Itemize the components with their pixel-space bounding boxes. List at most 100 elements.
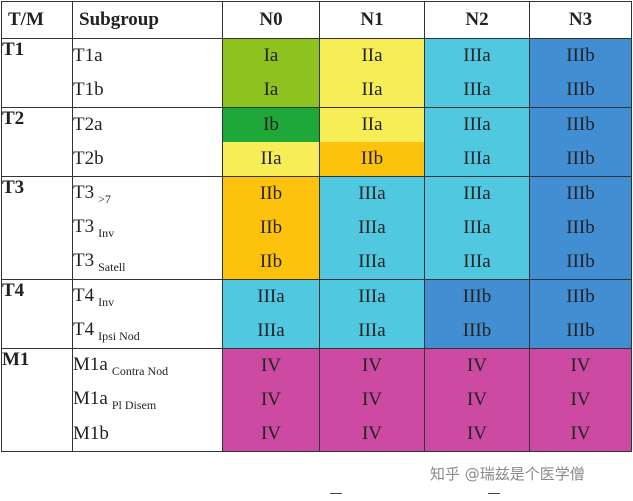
subgroup-main: M1a	[73, 387, 108, 409]
stage-cell: IIb	[222, 176, 320, 211]
group-label: T2	[1, 107, 73, 177]
table-row: T1 T1a Ia IIa IIIa IIIb	[1, 38, 632, 108]
stage-cell: IIIa	[424, 176, 530, 211]
stage-cell: IV	[424, 348, 530, 383]
stage-cell: IIIa	[424, 211, 530, 245]
subgroup-cell: T3 >7	[72, 176, 223, 211]
stage-cell: IV	[529, 348, 632, 383]
stage-cell: IIIa	[319, 314, 425, 349]
stage-cell: IIIa	[424, 73, 530, 108]
subgroup-cell: T2b	[72, 142, 223, 177]
table-body: T1 T1a Ia IIa IIIa IIIb T1b Ia IIa IIIa IIIb T2 T2a I…	[1, 38, 632, 452]
subgroup-cell: T4 Inv	[72, 279, 223, 314]
subgroup-main: M1b	[73, 423, 109, 444]
subgroup-cell: T1a	[72, 38, 223, 73]
cropped-mark	[330, 493, 342, 501]
header-n0: N0	[222, 1, 320, 39]
subgroup-main: T3	[73, 181, 95, 203]
header-n1: N1	[319, 1, 425, 39]
group-label: M1	[1, 348, 73, 452]
stage-cell: IIb	[222, 245, 320, 280]
stage-cell: IV	[319, 417, 425, 452]
stage-cell: IIIb	[529, 314, 632, 349]
stage-cell: IIIa	[222, 314, 320, 349]
stage-cell: IV	[529, 383, 632, 417]
subgroup-cell: T4 Ipsi Nod	[72, 314, 223, 349]
stage-cell: IIIb	[529, 245, 632, 280]
table-row: T2b IIa IIb IIIa IIIb	[2, 142, 632, 177]
table-row: T2 T2a Ib IIa IIIa IIIb	[1, 107, 632, 177]
stage-cell: IIIa	[222, 279, 320, 314]
stage-cell: IIIb	[529, 279, 632, 314]
stage-cell: IV	[222, 383, 320, 417]
header-tm: T/M	[1, 1, 73, 39]
stage-cell: IIIa	[319, 245, 425, 280]
table-row: T4 Ipsi Nod IIIa IIIa IIIb IIIb	[2, 314, 632, 349]
stage-cell: IIIb	[529, 176, 632, 211]
table-header: T/M Subgroup N0 N1 N2 N3	[1, 1, 632, 39]
stage-cell: IIIa	[319, 176, 425, 211]
subgroup-subscript: Inv	[98, 225, 115, 240]
table-row: T3 T3 >7 IIb IIIa IIIa IIIb	[1, 176, 632, 280]
subgroup-main: M1a	[73, 353, 108, 375]
stage-cell: IIa	[319, 107, 425, 142]
stage-cell: IV	[529, 417, 632, 452]
table-row: T1b Ia IIa IIIa IIIb	[2, 73, 632, 108]
subgroup-cell: M1b	[72, 417, 223, 452]
stage-cell: IIIa	[424, 245, 530, 280]
subgroup-main: T4	[73, 318, 95, 340]
table-row: M1b IV IV IV IV	[2, 417, 632, 452]
stage-cell: IIIb	[529, 142, 632, 177]
table-row: M1 M1a Contra Nod IV IV IV IV	[1, 348, 632, 452]
subgroup-subscript: Contra Nod	[111, 363, 169, 378]
stage-cell: IIIa	[424, 142, 530, 177]
group-label: T3	[1, 176, 73, 280]
watermark: 知乎 @瑞兹是个医学僧	[430, 465, 585, 483]
stage-cell: IIIa	[424, 107, 530, 142]
stage-cell: IIIa	[319, 279, 425, 314]
stage-cell: IV	[424, 383, 530, 417]
header-row: T/M Subgroup N0 N1 N2 N3	[1, 1, 632, 39]
stage-cell: IIa	[222, 142, 320, 177]
subgroup-cell: T3 Satell	[72, 245, 223, 280]
subgroup-main: T4	[73, 284, 95, 306]
stage-cell: IIb	[222, 211, 320, 245]
subgroup-cell: T3 Inv	[72, 211, 223, 245]
stage-cell: IIIb	[529, 38, 632, 73]
group-label: T1	[1, 38, 73, 108]
header-n2: N2	[424, 1, 530, 39]
stage-cell: IIIb	[529, 107, 632, 142]
stage-cell: IIIa	[424, 38, 530, 73]
stage-cell: IV	[222, 417, 320, 452]
subgroup-subscript: Inv	[98, 294, 115, 309]
table-row: T3 Inv IIb IIIa IIIa IIIb	[2, 211, 632, 245]
stage-cell: IV	[222, 348, 320, 383]
subgroup-cell: T2a	[72, 107, 223, 142]
subgroup-main: T2b	[73, 148, 104, 169]
stage-cell: IIIa	[319, 211, 425, 245]
subgroup-cell: M1a Pl Disem	[72, 383, 223, 417]
stage-cell: Ia	[222, 73, 320, 108]
table-row: M1a Pl Disem IV IV IV IV	[2, 383, 632, 417]
subgroup-subscript: Pl Disem	[111, 397, 157, 412]
subgroup-main: T1a	[73, 45, 103, 66]
subgroup-main: T1b	[73, 79, 104, 100]
stage-cell: IIIb	[424, 279, 530, 314]
stage-cell: IIIb	[529, 211, 632, 245]
subgroup-cell: T1b	[72, 73, 223, 108]
stage-cell: IV	[319, 383, 425, 417]
stage-cell: IIa	[319, 73, 425, 108]
subgroup-subscript: Ipsi Nod	[98, 328, 140, 343]
subgroup-subscript: >7	[98, 191, 111, 206]
stage-cell: IIIb	[529, 73, 632, 108]
group-label: T4	[1, 279, 73, 349]
subgroup-subscript: Satell	[98, 259, 126, 274]
tnm-staging-table: T/M Subgroup N0 N1 N2 N3 T1 T1a Ia IIa IIIa I…	[1, 1, 632, 452]
cropped-mark	[488, 493, 500, 501]
subgroup-main: T3	[73, 249, 95, 271]
table-row: T4 T4 Inv IIIa IIIa IIIb IIIb	[1, 279, 632, 349]
stage-cell: Ib	[222, 107, 320, 142]
stage-cell: IIIb	[424, 314, 530, 349]
subgroup-cell: M1a Contra Nod	[72, 348, 223, 383]
stage-cell: IIa	[319, 38, 425, 73]
